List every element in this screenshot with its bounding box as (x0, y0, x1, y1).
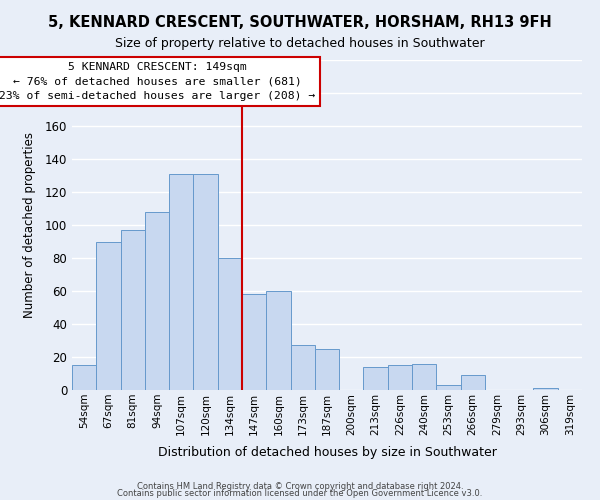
Bar (72, 365, 96, 390)
Bar (533, 388, 558, 390)
Bar (96, 242, 121, 390)
Bar (461, 375, 485, 390)
X-axis label: Distribution of detached houses by size in Southwater: Distribution of detached houses by size … (158, 446, 496, 459)
Text: Contains public sector information licensed under the Open Government Licence v3: Contains public sector information licen… (118, 490, 482, 498)
Bar (242, 294, 266, 390)
Text: Contains HM Land Registry data © Crown copyright and database right 2024.: Contains HM Land Registry data © Crown c… (137, 482, 463, 491)
Bar (364, 367, 388, 390)
Text: 5, KENNARD CRESCENT, SOUTHWATER, HORSHAM, RH13 9FH: 5, KENNARD CRESCENT, SOUTHWATER, HORSHAM… (48, 15, 552, 30)
Bar (121, 230, 145, 390)
Y-axis label: Number of detached properties: Number of detached properties (23, 132, 37, 318)
Bar (388, 365, 412, 390)
Bar (169, 174, 193, 390)
Bar (290, 346, 315, 390)
Bar (266, 291, 290, 390)
Text: 5 KENNARD CRESCENT: 149sqm
← 76% of detached houses are smaller (681)
23% of sem: 5 KENNARD CRESCENT: 149sqm ← 76% of deta… (0, 62, 315, 101)
Bar (315, 349, 339, 390)
Bar (412, 364, 436, 390)
Bar (218, 258, 242, 390)
Bar (436, 385, 461, 390)
Bar (145, 212, 169, 390)
Bar (193, 174, 218, 390)
Text: Size of property relative to detached houses in Southwater: Size of property relative to detached ho… (115, 38, 485, 51)
